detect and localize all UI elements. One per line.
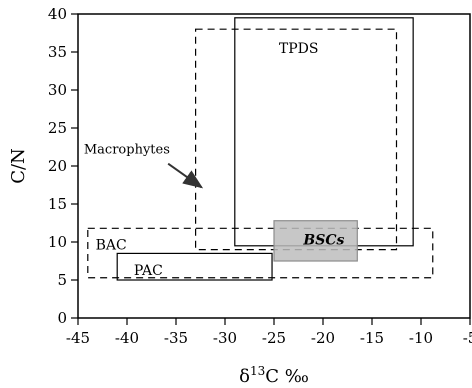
y-tick-label: 10 <box>48 233 67 251</box>
region-pac <box>116 252 273 281</box>
region-bac <box>87 227 434 279</box>
x-tick-label: -25 <box>262 329 286 347</box>
region-label-bac: BAC <box>96 237 127 253</box>
y-axis-title: C/N <box>8 148 29 184</box>
y-tick-label: 15 <box>48 195 67 213</box>
x-tick-label: -30 <box>213 329 237 347</box>
y-tick-label: 30 <box>48 81 67 99</box>
x-tick-label: -15 <box>360 329 384 347</box>
x-axis-title-post: C ‰ <box>265 366 309 387</box>
x-axis-title: δ13C ‰ <box>239 364 309 387</box>
x-axis-title-pre: δ <box>239 366 250 387</box>
region-tpds <box>234 17 414 247</box>
annotation-label: Macrophytes <box>84 142 170 157</box>
annotation-arrow <box>167 162 204 189</box>
x-tick-label: -45 <box>66 329 90 347</box>
y-tick-label: 35 <box>48 43 67 61</box>
x-tick-label: -20 <box>311 329 335 347</box>
y-tick-label: 20 <box>48 157 67 175</box>
x-tick-label: -5 <box>463 329 472 347</box>
region-bscs <box>273 220 358 262</box>
y-tick-label: 5 <box>57 271 67 289</box>
y-tick-label: 40 <box>48 5 67 23</box>
x-tick-label: -35 <box>164 329 188 347</box>
region-label-pac: PAC <box>134 263 163 279</box>
x-tick-label: -10 <box>409 329 433 347</box>
region-label-bscs: BSCs <box>302 233 344 249</box>
region-label-tpds: TPDS <box>279 41 319 57</box>
y-tick-label: 25 <box>48 119 67 137</box>
x-axis-title-sup: 13 <box>250 364 265 378</box>
y-tick-label: 0 <box>57 309 67 327</box>
region-macrophytes <box>195 28 398 251</box>
x-tick-label: -40 <box>115 329 139 347</box>
